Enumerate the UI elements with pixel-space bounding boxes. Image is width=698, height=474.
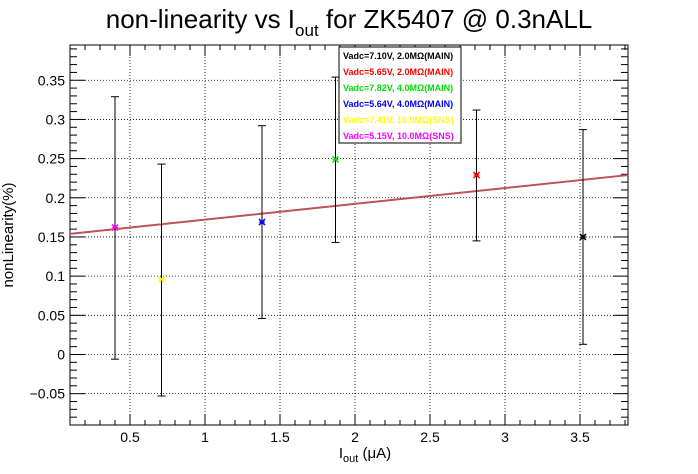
fit-line [69,174,629,235]
x-tick-label: 0.5 [120,429,140,445]
legend-entry: Vadc=7.10V, 2.0MΩ(MAIN) [343,51,453,61]
chart-title: non-linearity vs Iout for ZK5407 @ 0.3nA… [106,4,593,40]
x-tick-label: 2.5 [420,429,440,445]
x-tick-label: 1.5 [270,429,290,445]
x-tick-label: 3 [501,429,509,445]
y-tick-label: 0.2 [46,190,66,206]
x-axis-label-subscript: out [343,453,358,465]
legend-entry: Vadc=5.65V, 2.0MΩ(MAIN) [343,67,453,77]
x-tick-labels: 0.5 1 1.5 2 2.5 3 3.5 [120,429,590,445]
y-tick-label: 0.35 [38,72,65,88]
y-tick-label: 0.25 [38,151,65,167]
data-points [111,76,587,397]
y-tick-label: 0.3 [46,111,66,127]
x-tick-label: 2 [351,429,359,445]
x-axis-label-rest: (μA) [358,445,391,462]
legend-entry: Vadc=7.41V, 10.0MΩ(SNS) [343,115,454,125]
x-axis-label-main: I [339,445,343,462]
y-tick-label: 0.15 [38,229,65,245]
chart-title-main: non-linearity vs I [106,4,295,34]
y-axis-label: nonLinearity(%) [0,182,17,287]
x-tick-label: 3.5 [570,429,590,445]
y-tick-label: 0.1 [46,268,66,284]
y-tick-labels: −0.05 0 0.05 0.1 0.15 0.2 0.25 0.3 0.35 [30,72,66,401]
x-axis-label: Iout (μA) [339,445,391,465]
y-tick-label: 0 [57,346,65,362]
legend-entry: Vadc=7.82V, 4.0MΩ(MAIN) [343,83,453,93]
chart-title-rest: for ZK5407 @ 0.3nALL [319,4,593,34]
legend-box [338,46,462,144]
legend-entry: Vadc=5.64V, 4.0MΩ(MAIN) [343,99,453,109]
chart-title-subscript: out [295,21,319,40]
y-tick-label: 0.05 [38,307,65,323]
plot-frame [69,44,629,426]
legend: Vadc=7.10V, 2.0MΩ(MAIN) Vadc=5.65V, 2.0MΩ… [338,46,462,144]
legend-entry: Vadc=5.15V, 10.0MΩ(SNS) [343,131,454,141]
y-tick-label: −0.05 [30,386,66,402]
x-tick-label: 1 [201,429,209,445]
